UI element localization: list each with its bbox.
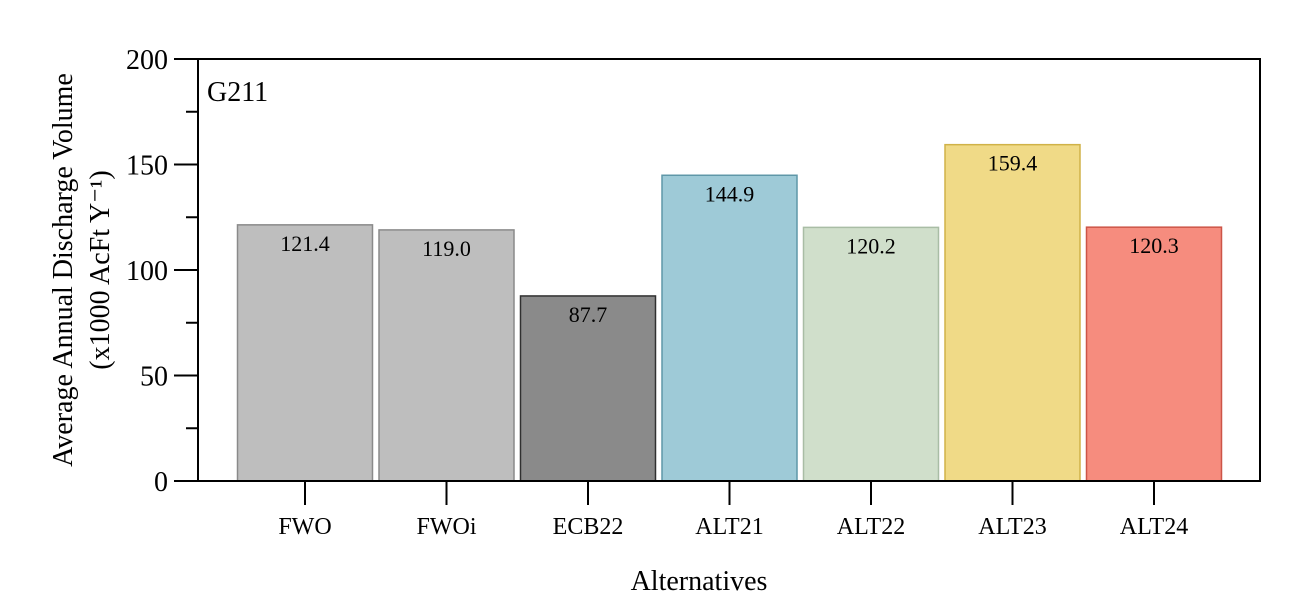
bar — [378, 229, 515, 482]
x-tick-label: ECB22 — [553, 514, 624, 540]
bar — [944, 143, 1081, 482]
x-axis: FWO FWOi ECB22 ALT21 ALT22 ALT23 ALT24 — [278, 481, 1188, 540]
x-tick-label: FWO — [278, 514, 331, 540]
y-tick-label: 150 — [126, 151, 168, 182]
bar-value-label: 159.4 — [988, 151, 1038, 176]
panel-label: G211 — [207, 77, 268, 108]
x-axis-title: Alternatives — [631, 566, 768, 597]
y-tick-label: 0 — [154, 467, 168, 498]
bar — [1085, 226, 1223, 482]
bar — [802, 226, 940, 482]
x-tick-label: FWOi — [417, 514, 477, 540]
bar-value-label: 120.3 — [1129, 233, 1179, 258]
y-tick-label: 100 — [126, 256, 168, 287]
bar-value-label: 144.9 — [705, 181, 755, 206]
y-axis-title-line2: (x1000 AcFt Y⁻¹) — [85, 170, 116, 369]
bar-value-label: 120.2 — [846, 233, 896, 258]
x-tick-label: ALT23 — [978, 514, 1046, 540]
bar — [236, 224, 374, 482]
bar — [519, 295, 657, 482]
bar-value-label: 119.0 — [422, 236, 471, 261]
y-axis-title-line1: Average Annual Discharge Volume — [48, 73, 79, 467]
bars-group: 121.4 119.0 87.7 144.9 120.2 159.4 120.3 — [236, 143, 1223, 482]
x-tick-label: ALT22 — [837, 514, 905, 540]
bar-value-label: 121.4 — [280, 231, 330, 256]
x-tick-label: ALT21 — [695, 514, 763, 540]
y-axis: 0 50 100 150 200 — [126, 45, 198, 498]
bar — [661, 174, 798, 482]
y-tick-label: 200 — [126, 45, 168, 76]
x-tick-label: ALT24 — [1120, 514, 1188, 540]
y-tick-label: 50 — [140, 362, 168, 393]
bar-value-label: 87.7 — [569, 302, 608, 327]
